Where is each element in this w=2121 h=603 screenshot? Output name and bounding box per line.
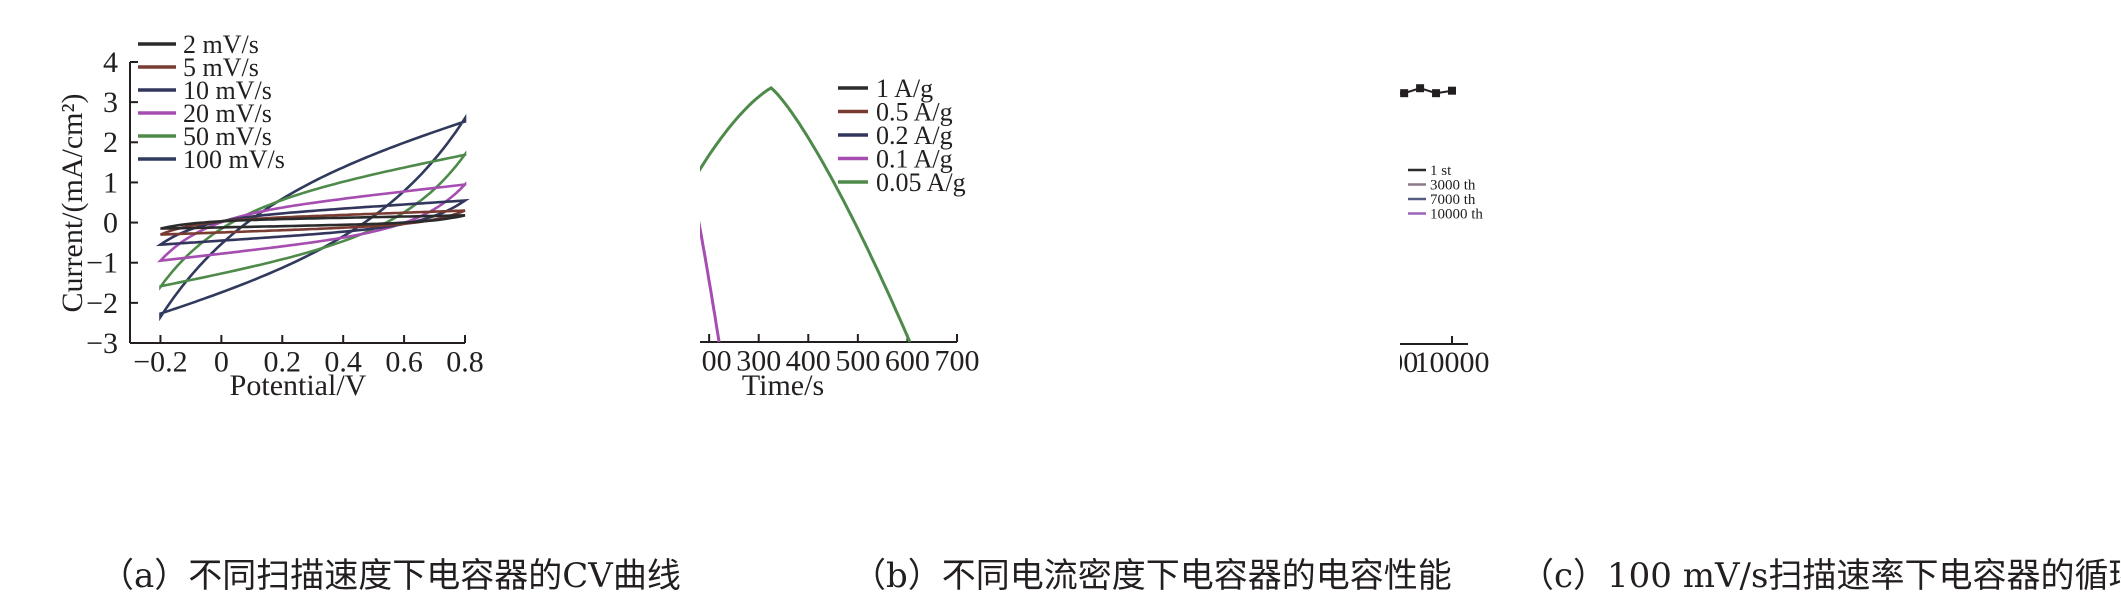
y-axis-label: Current/(mA/cm²) (56, 94, 89, 313)
inset-legend-label: 10000 th (1430, 207, 1483, 223)
x-tick-label: 400 (786, 345, 831, 378)
caption-a: （a）不同扫描速度下电容器的CV曲线 (100, 556, 681, 596)
y-tick-label: 2 (103, 126, 118, 159)
x-tick-label: −0.2 (133, 346, 187, 379)
cv-curve (159, 150, 467, 291)
cycle-chart: 020004000600080001000020406080100120Cycl… (1400, 84, 1490, 379)
inset-legend-label: 3000 th (1430, 178, 1476, 194)
legend-label: 1 A/g (876, 74, 933, 103)
legend-label: 0.1 A/g (876, 145, 953, 174)
y-tick-label: 4 (103, 46, 118, 79)
legend-label: 0.5 A/g (876, 98, 953, 127)
x-tick-label: 600 (885, 345, 930, 378)
legend-label: 50 mV/s (183, 122, 272, 151)
x-tick-label: 200 (700, 345, 732, 378)
retention-point (1416, 84, 1425, 93)
x-tick-label: 0.4 (324, 346, 362, 379)
x-tick-label: 0.6 (385, 346, 423, 379)
inset-chart: −0.200.20.40.60.8−2.5−2.0−1.5−1.0−0.500.… (1408, 163, 1483, 223)
x-tick-label: 8000 (1400, 346, 1418, 379)
x-tick-label: 700 (935, 345, 980, 378)
legend-label: 10 mV/s (183, 76, 272, 105)
cv-curve (155, 198, 470, 247)
x-tick-label: 0 (214, 346, 229, 379)
inset-legend-label: 7000 th (1430, 192, 1476, 208)
y-tick-label: −1 (86, 247, 118, 280)
legend-label: 100 mV/s (183, 145, 285, 174)
x-tick-label: 500 (835, 345, 880, 378)
retention-point (1448, 86, 1456, 95)
legend-label: 0.05 A/g (876, 168, 966, 197)
panel-a: −0.2 0 0.2 0.4 0.6 0.8 −3 −2 −1 0 1 2 3 4 2 mV/s 5 mV/s… (0, 0, 700, 545)
panel-c: 020004000600080001000020406080100120Cycl… (1400, 0, 2121, 545)
x-tick-label: 300 (736, 345, 781, 378)
cv-curve (157, 181, 467, 263)
gcd-curve (700, 86, 912, 343)
retention-point (1400, 89, 1409, 98)
legend-label: 20 mV/s (183, 99, 272, 128)
panel-b: 0100200300400500600700−0.200.20.40.60.81… (700, 0, 1400, 545)
x-axis-label: Potential/V (230, 369, 367, 402)
caption-b: （b）不同电流密度下电容器的电容性能 (852, 556, 1452, 596)
y-tick-label: 1 (103, 166, 118, 199)
y-tick-label: 3 (103, 86, 118, 119)
y-tick-label: 0 (103, 206, 118, 239)
cv-curve (160, 214, 466, 230)
retention-point (1432, 89, 1441, 98)
inset-legend-label: 1 st (1430, 163, 1452, 179)
x-tick-label: 0.8 (446, 346, 484, 379)
y-tick-label: −3 (86, 327, 118, 360)
x-axis-label: Time/s (742, 369, 824, 402)
legend-label: 0.2 A/g (876, 121, 953, 150)
caption-c: （c）100 mV/s扫描速率下电容器的循环性能 (1520, 556, 2121, 596)
gcd-curve (700, 220, 721, 343)
gcd-chart: 0100200300400500600700−0.200.20.40.60.81… (700, 74, 980, 402)
x-tick-label: 0.2 (264, 346, 302, 379)
legend-label: 5 mV/s (183, 53, 259, 82)
legend-label: 2 mV/s (183, 30, 259, 59)
x-tick-label: 10000 (1415, 346, 1490, 379)
cv-chart: −0.2 0 0.2 0.4 0.6 0.8 −3 −2 −1 0 1 2 3 4 2 mV/s5 mV/s… (56, 30, 484, 402)
y-tick-label: −2 (86, 287, 118, 320)
